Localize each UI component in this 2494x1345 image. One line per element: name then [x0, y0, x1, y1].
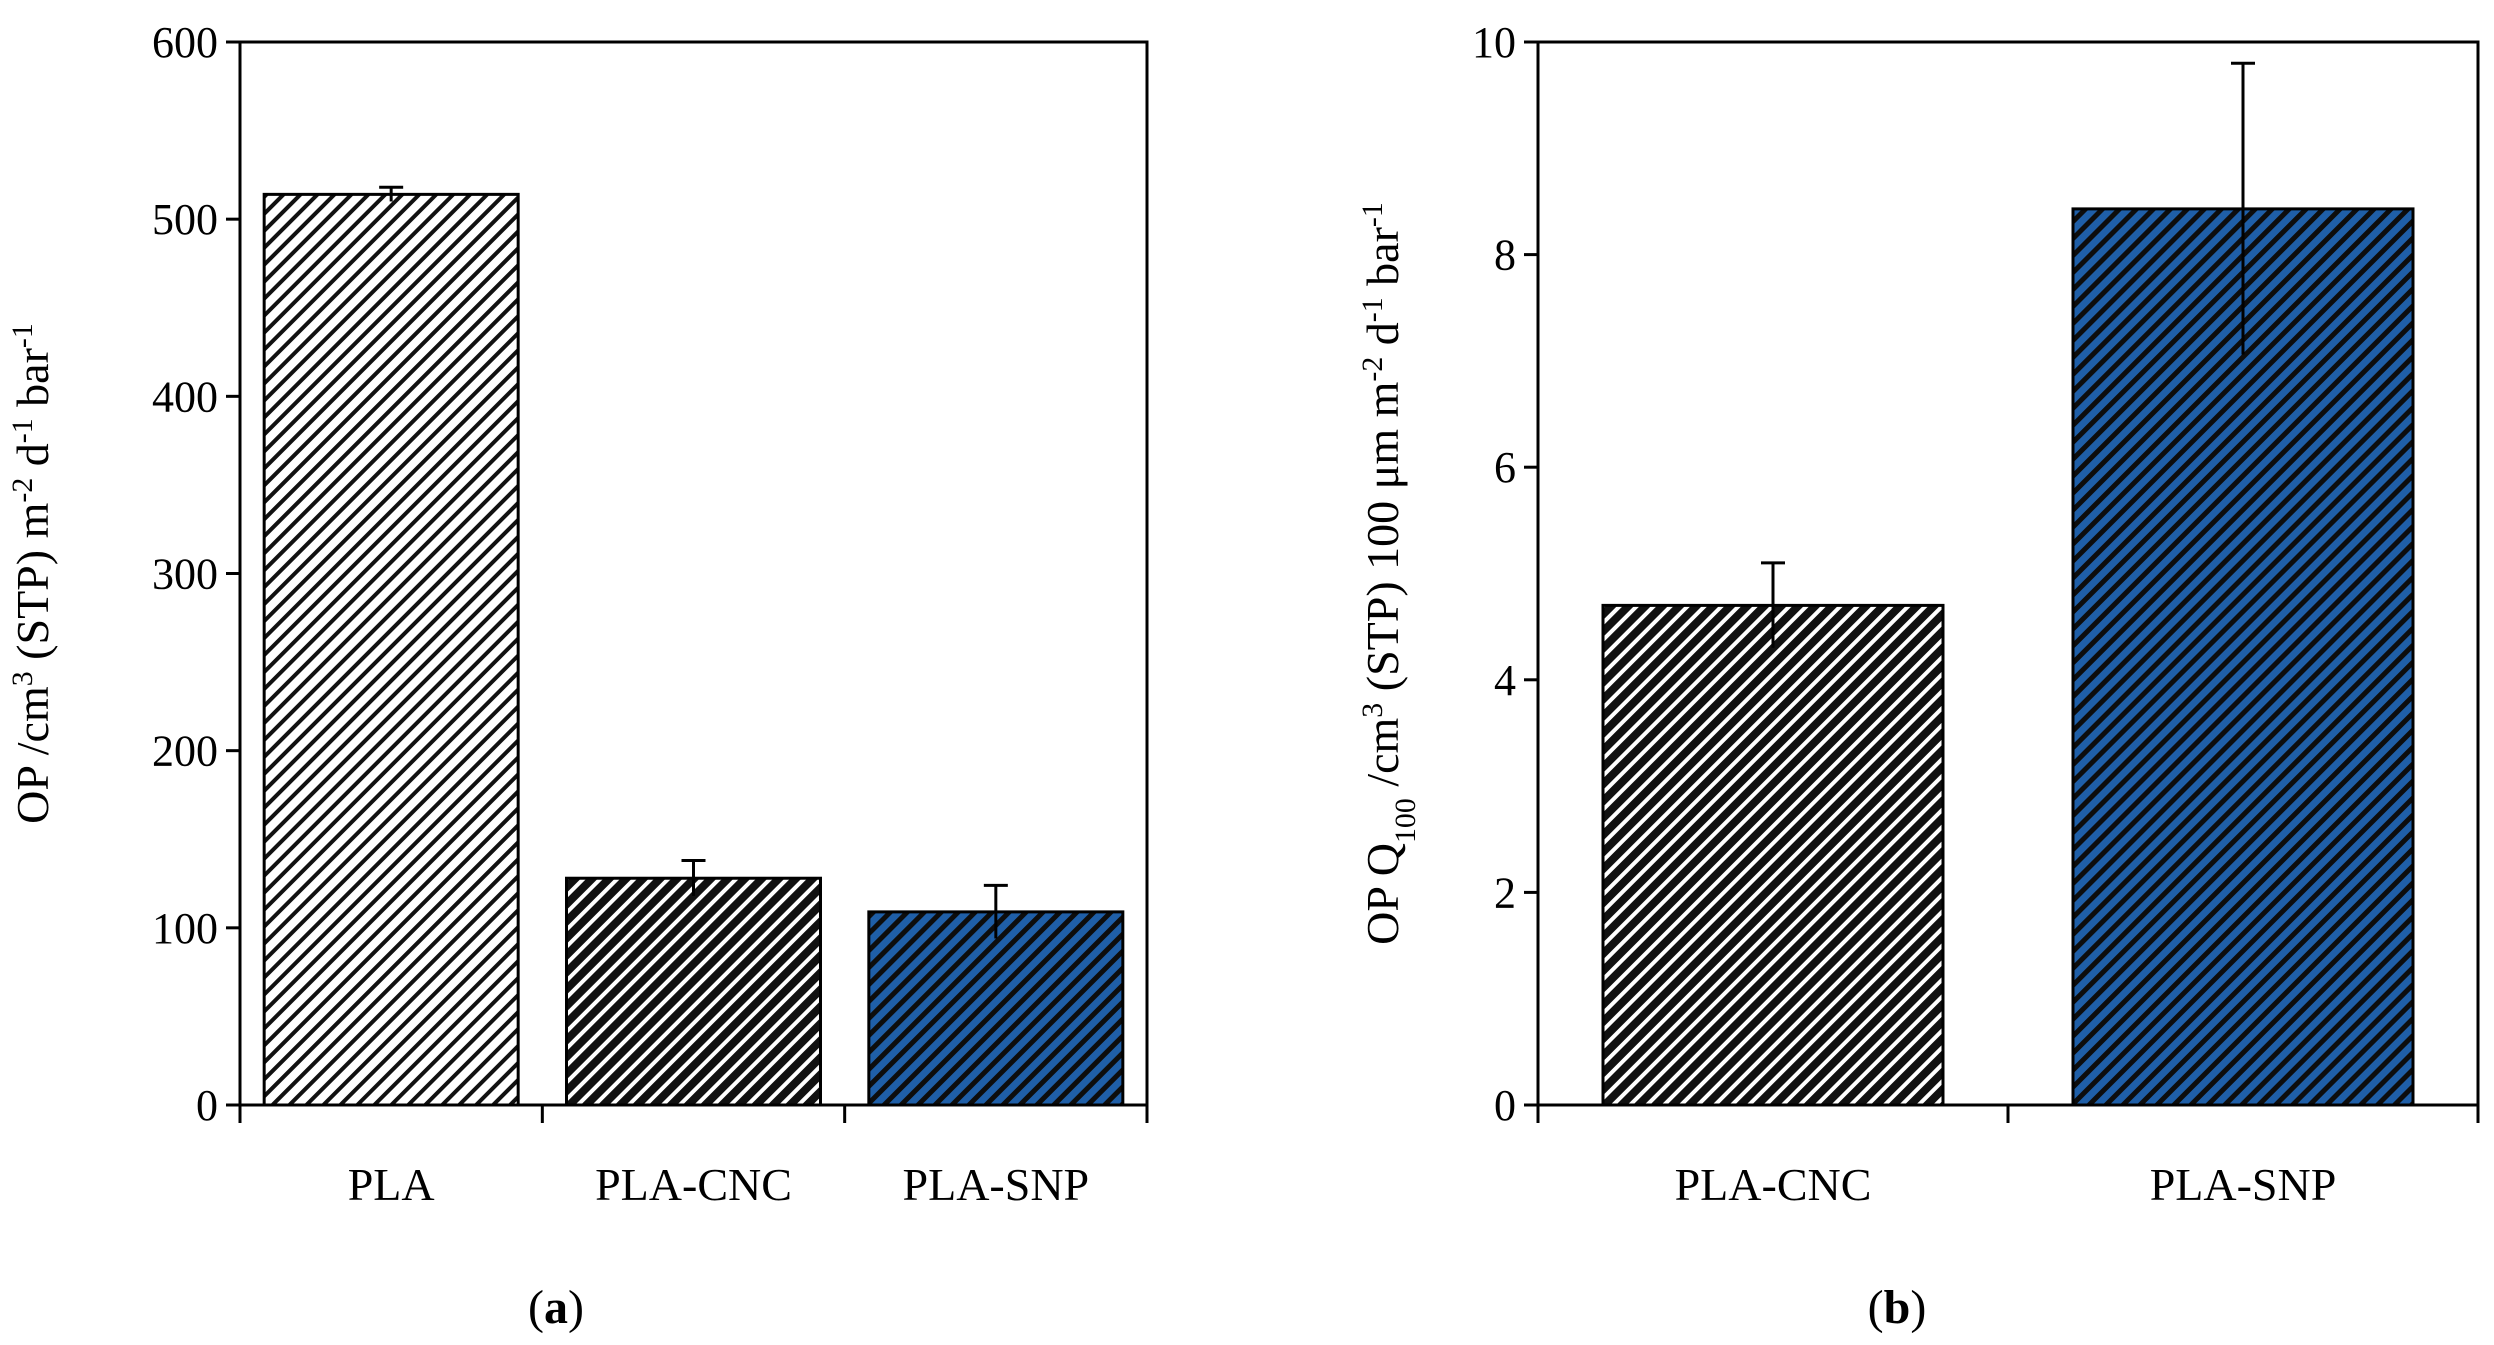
y-tick-label: 4 [1494, 656, 1516, 705]
category-label: PLA-SNP [903, 1159, 1090, 1210]
y-tick-label: 2 [1494, 868, 1516, 917]
category-label: PLA-CNC [595, 1159, 792, 1210]
panel-label: (b) [1868, 1281, 1927, 1334]
y-tick-label: 100 [152, 904, 218, 953]
panel-b: 0 2 4 6 8 10 PLA-CNC PLA-SNP OP Q100 /cm3 (STP) … [1356, 18, 2480, 1334]
panel-label: (a) [528, 1281, 584, 1334]
category-label: PLA-SNP [2150, 1159, 2337, 1210]
y-tick-label: 10 [1472, 18, 1516, 67]
y-tick-label: 0 [1494, 1081, 1516, 1130]
y-tick-label: 500 [152, 195, 218, 244]
bar [565, 876, 822, 1107]
bar [262, 192, 520, 1107]
y-tick-label: 6 [1494, 443, 1516, 492]
y-tick-label: 400 [152, 372, 218, 421]
bar [2071, 207, 2415, 1107]
y-axis-label: OP /cm3 (STP) m-2 d-1 bar-1 [6, 323, 59, 824]
y-tick-label: 600 [152, 18, 218, 67]
y-tick-label: 300 [152, 550, 218, 599]
bar [1601, 603, 1945, 1107]
category-label: PLA-CNC [1675, 1159, 1872, 1210]
panel-a: 0 100 200 300 400 500 600 PLA PLA-CNC PLA-SNP OP /… [6, 18, 1149, 1334]
y-axis-label: OP Q100 /cm3 (STP) 100 μm m-2 d-1 bar-1 [1356, 202, 1422, 945]
y-tick-label: 8 [1494, 231, 1516, 280]
y-tick-label: 0 [196, 1081, 218, 1130]
bar [867, 910, 1125, 1107]
category-label: PLA [348, 1159, 435, 1210]
y-tick-label: 200 [152, 727, 218, 776]
